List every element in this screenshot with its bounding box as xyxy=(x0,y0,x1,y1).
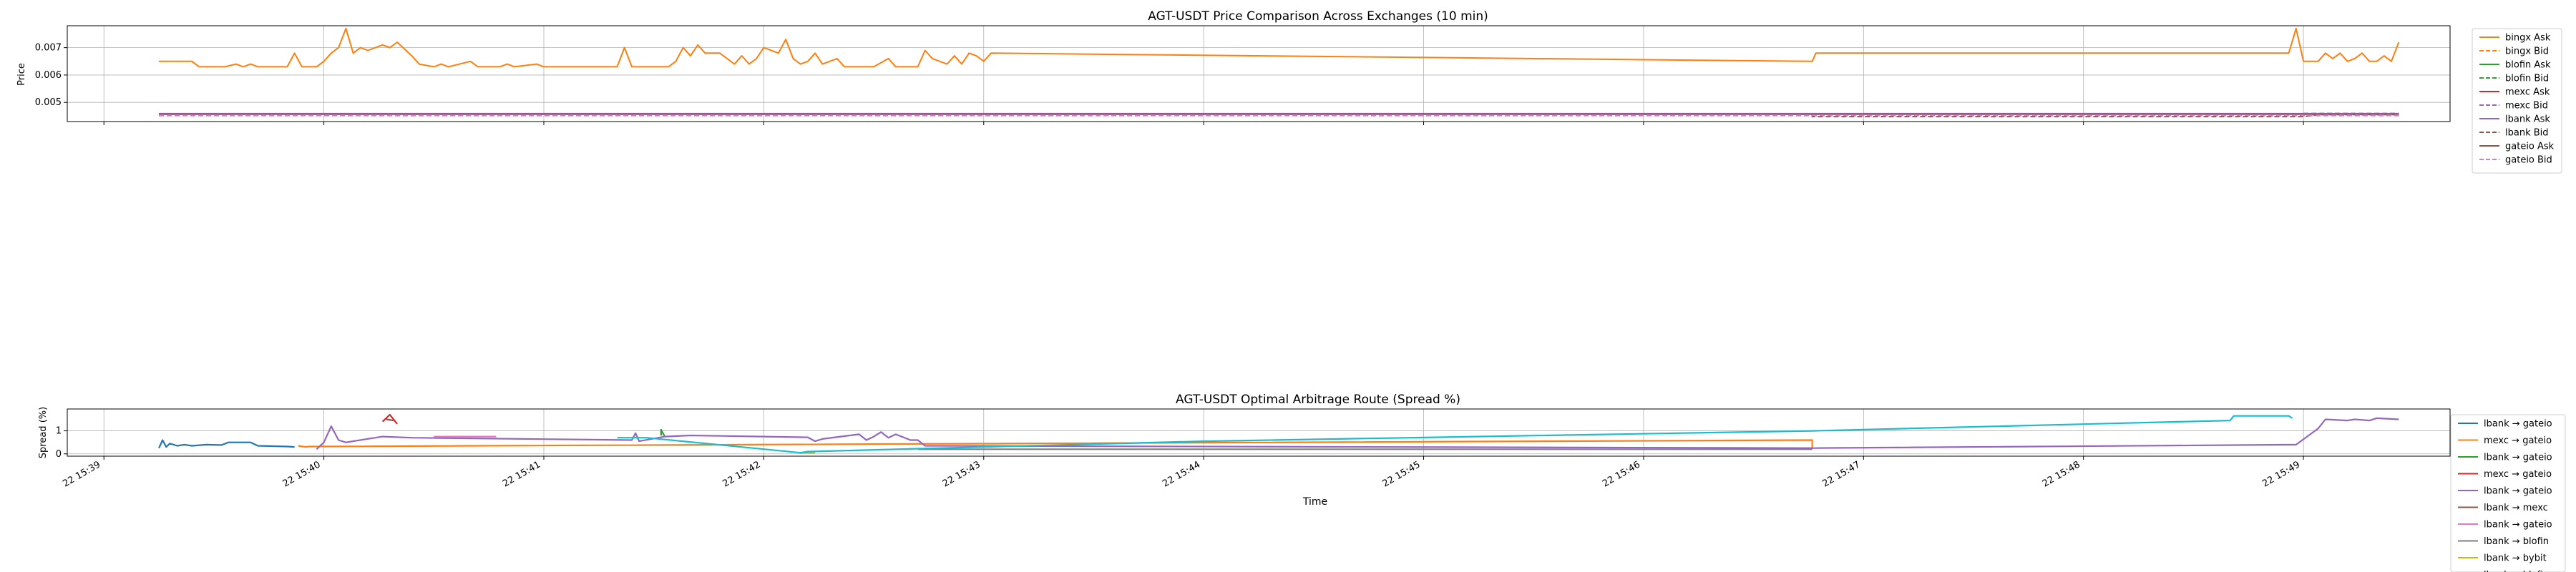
spread-chart-series xyxy=(158,413,2399,454)
price-chart-grid xyxy=(67,26,2450,122)
x-tick-label: 22 15:47 xyxy=(1820,459,1862,489)
legend-label: mexc → gateio xyxy=(2484,469,2552,480)
series-line-lbank-gateio xyxy=(316,417,2399,450)
legend-label: lbank → bybit xyxy=(2484,553,2547,564)
legend-label: mexc Bid xyxy=(2505,101,2548,112)
y-tick-label: 0 xyxy=(56,449,62,460)
series-line-mexc-gateio xyxy=(381,413,398,425)
x-tick-label: 22 15:49 xyxy=(2260,459,2302,489)
series-line-lbank-mexc xyxy=(386,418,394,422)
spread-chart-y-label: Spread (%) xyxy=(38,407,49,458)
legend-label: lbank → mexc xyxy=(2484,503,2548,513)
legend-label: blofin Ask xyxy=(2505,60,2551,71)
legend-label: lbank → gateio xyxy=(2484,520,2552,531)
spread-chart-frame xyxy=(67,408,2451,457)
series-line-lbank-gateio xyxy=(660,428,666,438)
spread-chart: AGT-USDT Optimal Arbitrage Route (Spread… xyxy=(38,393,2566,572)
legend-label: blofin Bid xyxy=(2505,74,2549,84)
x-tick-label: 22 15:43 xyxy=(941,459,982,489)
price-chart: AGT-USDT Price Comparison Across Exchang… xyxy=(16,9,2562,174)
x-tick-label: 22 15:46 xyxy=(1601,459,1642,489)
price-chart-frame xyxy=(67,25,2451,122)
series-line-lbank-gateio xyxy=(158,439,295,449)
legend-label: lbank Ask xyxy=(2505,114,2550,125)
legend-label: gateio Ask xyxy=(2505,142,2555,152)
price-chart-x-ticks xyxy=(103,122,2304,125)
price-chart-title: AGT-USDT Price Comparison Across Exchang… xyxy=(1148,9,1488,24)
price-chart-legend: bingx Ask bingx Bid blofin Ask blofin Bid me… xyxy=(2472,28,2562,174)
legend-label: gateio Bid xyxy=(2505,155,2552,166)
series-line-lbank-blofin xyxy=(617,415,2293,454)
legend-label: bingx Ask xyxy=(2505,33,2551,44)
series-line-mexc-gateio xyxy=(298,439,1813,450)
y-tick-label: 1 xyxy=(56,426,62,437)
legend-label: lbank → blofin xyxy=(2484,536,2549,547)
legend-label: lbank → gateio xyxy=(2484,453,2552,463)
x-tick-label: 22 15:48 xyxy=(2041,459,2082,489)
legend-label: lbank → gateio xyxy=(2484,419,2552,430)
y-tick-label: 0.005 xyxy=(35,97,62,108)
spread-chart-x-ticks: 22 15:39 22 15:40 22 15:41 22 15:42 22 15:43… xyxy=(61,456,2304,490)
spread-chart-legend: lbank → gateio mexc → gateio lbank → gatei… xyxy=(2450,414,2566,572)
legend-label: lbank Bid xyxy=(2505,128,2549,139)
legend-label: mexc Ask xyxy=(2505,87,2550,98)
spread-chart-grid xyxy=(67,409,2450,456)
x-tick-label: 22 15:39 xyxy=(61,459,102,489)
series-line-bingx-ask xyxy=(159,27,2400,68)
x-tick-label: 22 15:42 xyxy=(721,459,763,489)
spread-chart-title: AGT-USDT Optimal Arbitrage Route (Spread… xyxy=(1176,393,1460,407)
price-chart-series xyxy=(159,27,2400,118)
spread-chart-x-label: Time xyxy=(1302,496,1327,508)
price-chart-y-axis: 0.005 0.006 0.007 xyxy=(35,43,67,108)
x-tick-label: 22 15:40 xyxy=(281,459,323,489)
legend-label: mexc → gateio xyxy=(2484,435,2552,446)
legend-label: bingx Bid xyxy=(2505,46,2549,57)
x-tick-label: 22 15:44 xyxy=(1161,459,1202,489)
price-chart-y-label: Price xyxy=(16,63,27,86)
y-tick-label: 0.006 xyxy=(35,70,62,81)
legend-label: lbank → blofin xyxy=(2484,570,2549,572)
legend-box xyxy=(2450,414,2566,572)
legend-label: lbank → gateio xyxy=(2484,486,2552,497)
x-tick-label: 22 15:41 xyxy=(501,459,542,489)
x-tick-label: 22 15:45 xyxy=(1381,459,1423,489)
y-tick-label: 0.007 xyxy=(35,43,62,54)
spread-chart-y-axis: 01 xyxy=(56,426,67,460)
